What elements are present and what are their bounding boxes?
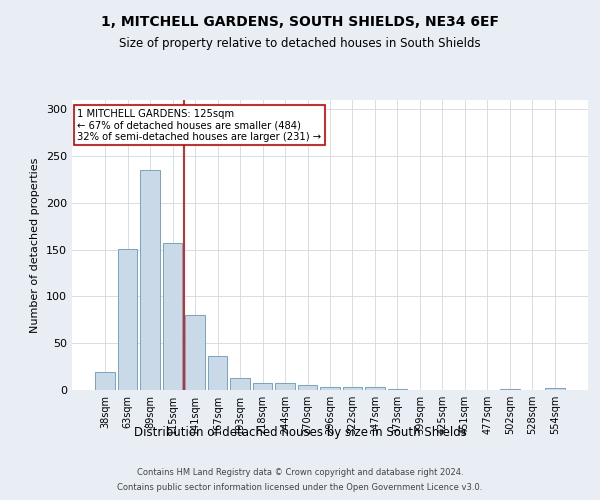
- Bar: [545, 388, 565, 390]
- Bar: [208, 356, 227, 390]
- Bar: [275, 382, 295, 390]
- Bar: [365, 387, 385, 390]
- Text: Contains HM Land Registry data © Crown copyright and database right 2024.: Contains HM Land Registry data © Crown c…: [137, 468, 463, 477]
- Bar: [320, 387, 340, 390]
- Bar: [343, 387, 362, 390]
- Bar: [95, 372, 115, 390]
- Y-axis label: Number of detached properties: Number of detached properties: [31, 158, 40, 332]
- Text: Distribution of detached houses by size in South Shields: Distribution of detached houses by size …: [134, 426, 466, 439]
- Bar: [140, 170, 160, 390]
- Text: 1 MITCHELL GARDENS: 125sqm
← 67% of detached houses are smaller (484)
32% of sem: 1 MITCHELL GARDENS: 125sqm ← 67% of deta…: [77, 108, 321, 142]
- Text: Size of property relative to detached houses in South Shields: Size of property relative to detached ho…: [119, 38, 481, 51]
- Bar: [253, 382, 272, 390]
- Text: 1, MITCHELL GARDENS, SOUTH SHIELDS, NE34 6EF: 1, MITCHELL GARDENS, SOUTH SHIELDS, NE34…: [101, 15, 499, 29]
- Bar: [500, 389, 520, 390]
- Bar: [185, 315, 205, 390]
- Text: Contains public sector information licensed under the Open Government Licence v3: Contains public sector information licen…: [118, 483, 482, 492]
- Bar: [163, 243, 182, 390]
- Bar: [118, 248, 137, 390]
- Bar: [298, 386, 317, 390]
- Bar: [230, 378, 250, 390]
- Bar: [388, 389, 407, 390]
